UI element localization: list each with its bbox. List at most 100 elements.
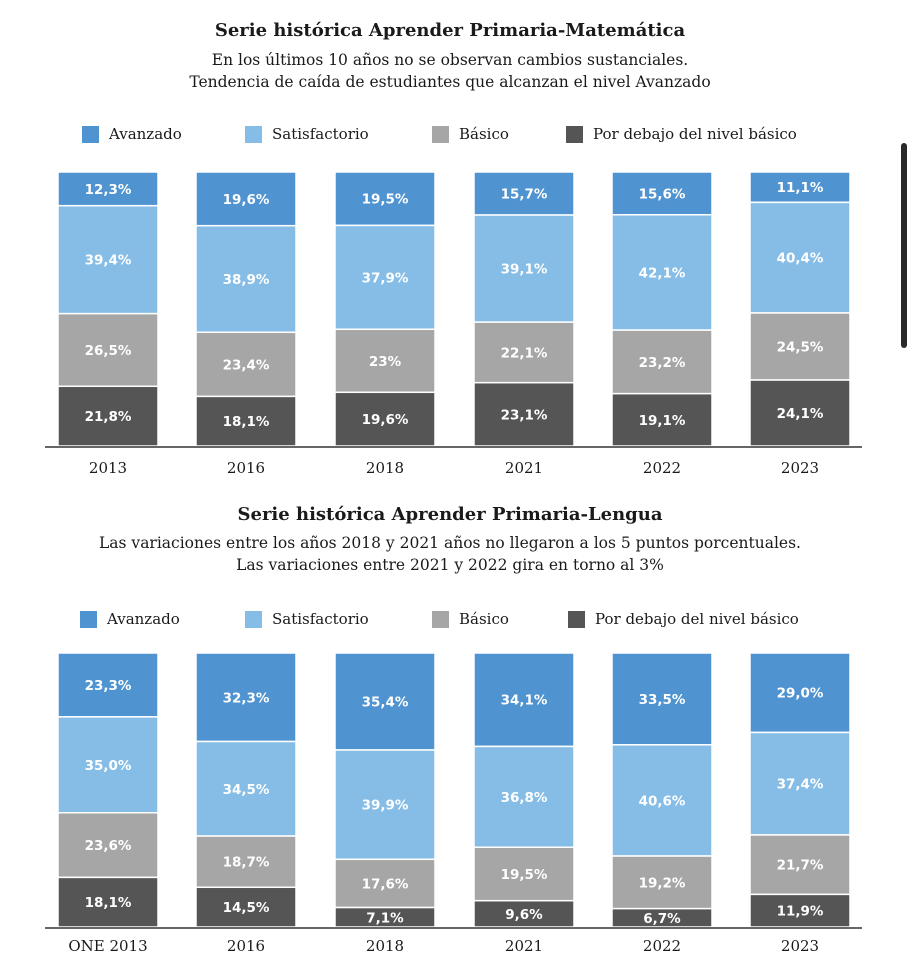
- data-label: 19,6%: [362, 412, 409, 428]
- x-tick-label: 2023: [781, 459, 819, 477]
- data-label: 19,5%: [501, 867, 548, 883]
- legend-label: Avanzado: [107, 610, 180, 628]
- data-label: 19,1%: [639, 413, 686, 429]
- data-label: 23,2%: [639, 355, 686, 371]
- data-label: 34,1%: [501, 693, 548, 709]
- chart-title: Serie histórica Aprender Primaria-Lengua: [237, 504, 663, 525]
- x-tick-label: 2013: [89, 459, 127, 477]
- legend-swatch-basico: [432, 610, 449, 628]
- legend-item-por-debajo: Por debajo del nivel básico: [568, 608, 799, 630]
- bar-segment-satisfactorio: [749, 731, 851, 836]
- legend-label: Satisfactorio: [272, 125, 369, 143]
- data-label: 24,5%: [777, 340, 824, 356]
- legend-item-avanzado: Avanzado: [80, 608, 180, 630]
- bar-segment-basico: [57, 312, 159, 388]
- bar-segment-satisfactorio: [611, 213, 713, 331]
- data-label: 26,5%: [85, 343, 132, 359]
- data-label: 22,1%: [501, 345, 548, 361]
- data-label: 7,1%: [366, 910, 404, 926]
- legend-item-satisfactorio: Satisfactorio: [245, 608, 369, 630]
- legend: Avanzado Satisfactorio Básico Por debajo…: [0, 608, 900, 630]
- bar-segment-por-debajo: [611, 907, 713, 928]
- data-label: 32,3%: [223, 690, 270, 706]
- bar-segment-basico: [749, 312, 851, 381]
- bar-segment-satisfactorio: [57, 204, 159, 315]
- data-label: 35,4%: [362, 694, 409, 710]
- bar-segment-satisfactorio: [473, 214, 575, 323]
- x-tick-label: 2022: [643, 937, 681, 955]
- x-tick-label: 2018: [366, 937, 404, 955]
- data-label: 40,4%: [777, 251, 824, 267]
- bar-segment-por-debajo: [334, 906, 436, 928]
- legend-swatch-satisfactorio: [245, 610, 262, 628]
- data-label: 34,5%: [223, 782, 270, 798]
- data-label: 23,4%: [223, 357, 270, 373]
- data-label: 18,7%: [223, 855, 270, 871]
- legend-label: Por debajo del nivel básico: [595, 610, 799, 628]
- bar-segment-basico: [473, 846, 575, 902]
- data-label: 11,1%: [777, 180, 824, 196]
- data-label: 18,1%: [223, 414, 270, 430]
- bar-segment-satisfactorio: [611, 744, 713, 857]
- data-label: 6,7%: [643, 911, 681, 927]
- bar-segment-satisfactorio: [195, 740, 297, 837]
- x-tick-label: ONE 2013: [68, 937, 147, 955]
- legend-label: Básico: [459, 125, 509, 143]
- bar-segment-satisfactorio: [57, 716, 159, 814]
- legend-label: Básico: [459, 610, 509, 628]
- legend-swatch-por-debajo: [568, 610, 585, 628]
- bar-segment-avanzado: [611, 652, 713, 746]
- data-label: 14,5%: [223, 900, 270, 916]
- bar-segment-por-debajo: [749, 893, 851, 928]
- bar-segment-basico: [611, 329, 713, 395]
- data-label: 23,1%: [501, 407, 548, 423]
- data-label: 40,6%: [639, 793, 686, 809]
- chart-subtitle-line-2: Las variaciones entre 2021 y 2022 gira e…: [236, 556, 664, 574]
- bar-segment-basico: [473, 321, 575, 384]
- bar-segment-por-debajo: [611, 392, 713, 447]
- data-label: 36,8%: [501, 790, 548, 806]
- chart-title: Serie histórica Aprender Primaria-Matemá…: [214, 20, 686, 41]
- bar-segment-avanzado: [195, 652, 297, 743]
- x-tick-label: 2023: [781, 937, 819, 955]
- bar-segment-avanzado: [749, 171, 851, 204]
- bar-segment-por-debajo: [334, 391, 436, 447]
- legend-swatch-basico: [432, 125, 449, 143]
- data-label: 12,3%: [85, 182, 132, 198]
- data-label: 19,2%: [639, 875, 686, 891]
- bar-segment-basico: [334, 328, 436, 394]
- chart-subtitle-line-1: Las variaciones entre los años 2018 y 20…: [99, 534, 801, 552]
- bar-segment-avanzado: [57, 171, 159, 207]
- legend-swatch-satisfactorio: [245, 125, 262, 143]
- data-label: 33,5%: [639, 692, 686, 708]
- data-label: 39,4%: [85, 253, 132, 269]
- stacked-bar-chart-matematica: 12,3% 39,4% 26,5% 21,8% 2013 19,6% 38,9% 23,4% 1…: [45, 171, 862, 477]
- data-label: 29,0%: [777, 686, 824, 702]
- x-tick-label: 2016: [227, 459, 265, 477]
- bar-segment-por-debajo: [195, 395, 297, 447]
- data-label: 11,9%: [777, 904, 824, 920]
- data-label: 19,5%: [362, 192, 409, 208]
- stacked-bar-chart-lengua: 23,3% 35,0% 23,6% 18,1% ONE 2013 32,3% 34,5% 18…: [45, 652, 862, 955]
- data-label: 18,1%: [85, 895, 132, 911]
- legend: Avanzado Satisfactorio Básico Por debajo…: [0, 123, 900, 145]
- x-tick-label: 2021: [505, 459, 543, 477]
- chart-subtitle-line-1: En los últimos 10 años no se observan ca…: [211, 51, 689, 69]
- data-label: 15,7%: [501, 187, 548, 203]
- legend-label: Avanzado: [109, 125, 182, 143]
- data-label: 23,3%: [85, 678, 132, 694]
- bar-segment-satisfactorio: [749, 201, 851, 314]
- scrollbar[interactable]: [901, 143, 907, 348]
- bar-segment-por-debajo: [473, 899, 575, 928]
- legend-item-satisfactorio: Satisfactorio: [245, 123, 369, 145]
- legend-swatch-por-debajo: [566, 125, 583, 143]
- data-label: 21,7%: [777, 858, 824, 874]
- legend-swatch-avanzado: [80, 610, 97, 628]
- bar-segment-basico: [57, 811, 159, 879]
- legend-label: Por debajo del nivel básico: [593, 125, 797, 143]
- x-tick-label: 2018: [366, 459, 404, 477]
- bar-segment-avanzado: [195, 171, 297, 227]
- legend-label: Satisfactorio: [272, 610, 369, 628]
- bar-segment-avanzado: [334, 171, 436, 227]
- bar-segment-avanzado: [749, 652, 851, 734]
